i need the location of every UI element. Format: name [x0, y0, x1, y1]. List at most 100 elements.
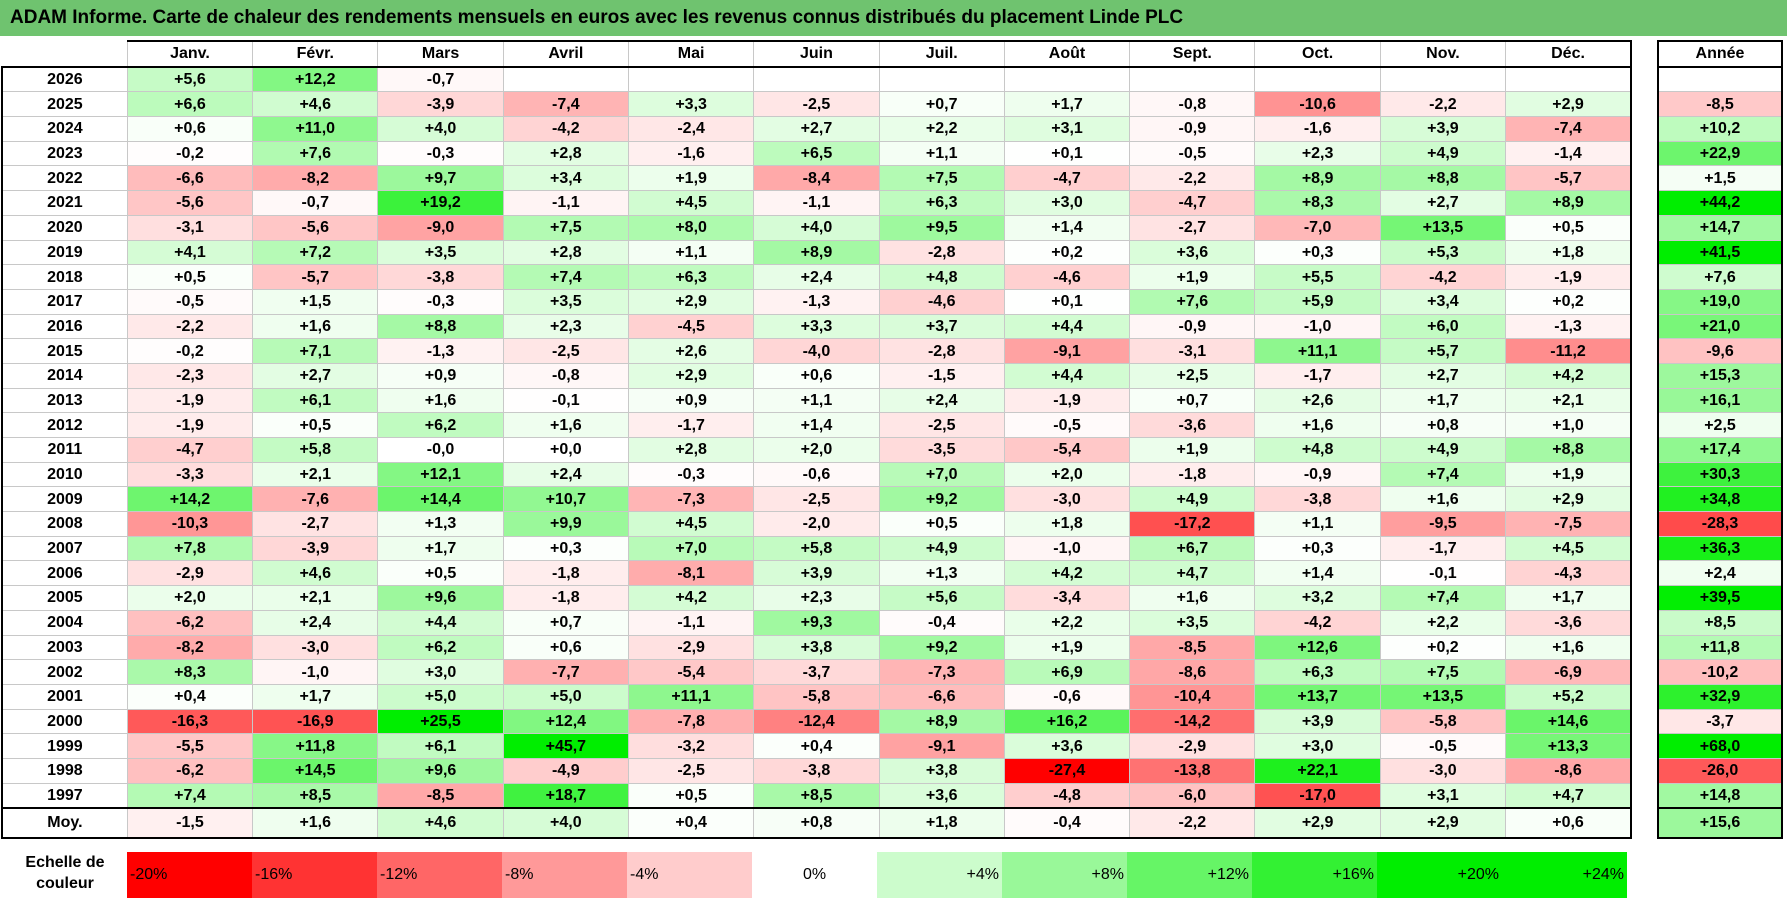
year-row: 1997 +7,4 +8,5 -8,5 +18,7 +0,5 +8,5 +3,6 -4,8 -6,…: [0, 782, 1633, 809]
heatmap-cell: -0,1: [502, 387, 629, 414]
heatmap-cell: +1,6: [377, 387, 504, 414]
heatmap-cell: +8,5: [753, 782, 880, 809]
heatmap-cell: +2,9: [1505, 486, 1633, 513]
heatmap-cell: -1,3: [377, 338, 504, 364]
annual-cell: +21,0: [1657, 313, 1783, 340]
heatmap-cell: -5,8: [753, 683, 880, 710]
year-label: 2026: [0, 66, 128, 93]
heatmap-cell: +4,0: [753, 214, 880, 241]
heatmap-cell: +7,0: [878, 461, 1005, 488]
heatmap-cell: +0,3: [502, 535, 629, 562]
heatmap-cell: +4,2: [627, 585, 755, 611]
heatmap-cell: +0,1: [1003, 288, 1131, 315]
heatmap-cell: +1,1: [878, 140, 1005, 167]
heatmap-cell: +22,1: [1254, 757, 1381, 784]
heatmap-cell: +0,4: [753, 733, 880, 759]
heatmap-cell: -10,4: [1129, 683, 1256, 710]
year-row: 2003 -8,2 -3,0 +6,2 +0,6 -2,9 +3,8 +9,2 +1,9 -8,5…: [0, 634, 1633, 661]
color-scale-stop: +4%: [877, 852, 1002, 898]
heatmap-cell: -4,8: [1003, 782, 1131, 809]
heatmap-cell: -8,5: [1129, 634, 1256, 661]
heatmap-cell: +2,7: [1379, 190, 1507, 216]
heatmap-cell: +0,6: [502, 634, 629, 661]
heatmap-cell: +14,2: [126, 486, 254, 513]
annual-cell: +14,8: [1657, 782, 1783, 809]
heatmap-cell: [1505, 66, 1633, 93]
heatmap-cell: +7,2: [252, 239, 379, 266]
year-row: 2025 +6,6 +4,6 -3,9 -7,4 +3,3 -2,5 +0,7 +1,7 -0,8…: [0, 91, 1633, 118]
heatmap-cell: +2,6: [1254, 387, 1381, 414]
heatmap-cell: +6,1: [252, 387, 379, 414]
heatmap-cell: +4,4: [1003, 313, 1131, 340]
heatmap-cell: -16,3: [126, 708, 254, 735]
heatmap-cell: -4,6: [878, 288, 1005, 315]
heatmap-cell: +8,8: [377, 313, 504, 340]
heatmap-cell: -17,0: [1254, 782, 1381, 809]
color-scale-stop: -12%: [377, 852, 502, 898]
heatmap-cell: +4,5: [627, 190, 755, 216]
heatmap-cell: -0,5: [1003, 412, 1131, 438]
heatmap-cell: -1,9: [1505, 264, 1633, 290]
heatmap-cell: +1,6: [1379, 486, 1507, 513]
heatmap-cell: +13,3: [1505, 733, 1633, 759]
heatmap-cell: +0,8: [1379, 412, 1507, 438]
heatmap-cell: +6,3: [627, 264, 755, 290]
heatmap-cell: -2,7: [1129, 214, 1256, 241]
heatmap-cell: +1,1: [1254, 511, 1381, 537]
heatmap-cell: +1,6: [502, 412, 629, 438]
heatmap-cell: +2,8: [627, 437, 755, 463]
heatmap-cell: +1,7: [377, 535, 504, 562]
heatmap-cell: +12,2: [252, 66, 379, 93]
heatmap-cell: +8,5: [252, 782, 379, 809]
annual-cell: +32,9: [1657, 683, 1783, 710]
heatmap-cell: +1,3: [377, 511, 504, 537]
heatmap-cell: +3,9: [1254, 708, 1381, 735]
month-header: Mai: [627, 40, 755, 68]
year-row: 2022 -6,6 -8,2 +9,7 +3,4 +1,9 -8,4 +7,5 -4,7 -2,2…: [0, 165, 1633, 192]
heatmap-cell: -5,7: [252, 264, 379, 290]
heatmap-cell: +1,6: [1505, 634, 1633, 661]
year-label: 1997: [0, 782, 128, 809]
heatmap-cell: +0,6: [126, 116, 254, 142]
heatmap-cell: -0,2: [126, 140, 254, 167]
heatmap-cell: +0,6: [1505, 807, 1633, 840]
heatmap-cell: -1,3: [1505, 313, 1633, 340]
annual-cell: +2,5: [1657, 412, 1783, 438]
year-label: 2020: [0, 214, 128, 241]
heatmap-cell: -5,4: [627, 659, 755, 685]
heatmap-cell: +9,2: [878, 486, 1005, 513]
heatmap-cell: +4,5: [1505, 535, 1633, 562]
heatmap-cell: +4,4: [377, 609, 504, 636]
heatmap-cell: -6,2: [126, 609, 254, 636]
year-label: 2012: [0, 412, 128, 438]
heatmap-cell: -16,9: [252, 708, 379, 735]
heatmap-cell: +6,7: [1129, 535, 1256, 562]
heatmap-cell: +6,3: [878, 190, 1005, 216]
heatmap-cell: +9,7: [377, 165, 504, 192]
heatmap-cell: +3,3: [753, 313, 880, 340]
year-label: 2011: [0, 437, 128, 463]
annual-cell: -9,6: [1657, 338, 1783, 364]
heatmap-cell: -1,0: [1254, 313, 1381, 340]
year-row: 2014 -2,3 +2,7 +0,9 -0,8 +2,9 +0,6 -1,5 +4,4 +2,5…: [0, 362, 1633, 389]
heatmap-cell: +0,9: [377, 362, 504, 389]
heatmap-cell: -0,3: [377, 288, 504, 315]
heatmap-cell: +7,1: [252, 338, 379, 364]
heatmap-cell: +16,2: [1003, 708, 1131, 735]
annual-average-cell: +15,6: [1657, 807, 1783, 840]
header-corner: [2, 41, 128, 68]
heatmap-cell: -0,9: [1129, 313, 1256, 340]
heatmap-cell: +2,7: [252, 362, 379, 389]
heatmap-cell: +13,7: [1254, 683, 1381, 710]
year-label: 2004: [0, 609, 128, 636]
heatmap-cell: -0,5: [1379, 733, 1507, 759]
heatmap-cell: -0,4: [1003, 807, 1131, 840]
color-scale-stop: 0%: [752, 852, 877, 898]
heatmap-cell: +9,5: [878, 214, 1005, 241]
heatmap-cell: [1003, 66, 1131, 93]
heatmap-cell: -1,9: [1003, 387, 1131, 414]
heatmap-cell: +2,4: [878, 387, 1005, 414]
year-row: 2019 +4,1 +7,2 +3,5 +2,8 +1,1 +8,9 -2,8 +0,2 +3,6…: [0, 239, 1633, 266]
heatmap-cell: +4,8: [878, 264, 1005, 290]
heatmap-cell: -2,2: [126, 313, 254, 340]
